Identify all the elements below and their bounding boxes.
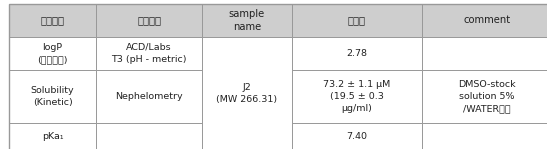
Bar xyxy=(292,70,422,123)
Bar xyxy=(422,70,547,123)
Text: DMSO-stock
solution 5%
/WATER용매: DMSO-stock solution 5% /WATER용매 xyxy=(458,80,516,113)
Text: logP
(친지질도): logP (친지질도) xyxy=(37,43,68,64)
Text: Nephelometry: Nephelometry xyxy=(115,92,183,101)
Bar xyxy=(202,37,292,149)
Text: 7.40: 7.40 xyxy=(346,132,367,141)
Bar xyxy=(292,4,422,37)
Text: ACD/Labs
T3 (pH - metric): ACD/Labs T3 (pH - metric) xyxy=(111,43,187,64)
Bar xyxy=(422,123,547,149)
Bar xyxy=(9,123,96,149)
Bar xyxy=(96,37,202,70)
Text: J2
(MW 266.31): J2 (MW 266.31) xyxy=(217,83,277,104)
Text: 측정항목: 측정항목 xyxy=(40,15,65,25)
Bar xyxy=(292,123,422,149)
Text: 2.78: 2.78 xyxy=(346,49,367,58)
Bar xyxy=(9,70,96,123)
Bar xyxy=(9,37,96,70)
Text: Solubility
(Kinetic): Solubility (Kinetic) xyxy=(31,86,74,107)
Bar xyxy=(9,4,96,37)
Text: 측정값: 측정값 xyxy=(348,15,365,25)
Bar xyxy=(422,4,547,37)
Text: comment: comment xyxy=(463,15,510,25)
Text: 측정방법: 측정방법 xyxy=(137,15,161,25)
Bar xyxy=(96,70,202,123)
Text: sample
name: sample name xyxy=(229,9,265,32)
Bar xyxy=(422,37,547,70)
Bar xyxy=(96,123,202,149)
Text: 73.2 ± 1.1 μM
(19.5 ± 0.3
μg/ml): 73.2 ± 1.1 μM (19.5 ± 0.3 μg/ml) xyxy=(323,80,390,113)
Bar xyxy=(292,37,422,70)
Bar xyxy=(202,4,292,37)
Bar xyxy=(96,4,202,37)
Text: pKa₁: pKa₁ xyxy=(42,132,63,141)
